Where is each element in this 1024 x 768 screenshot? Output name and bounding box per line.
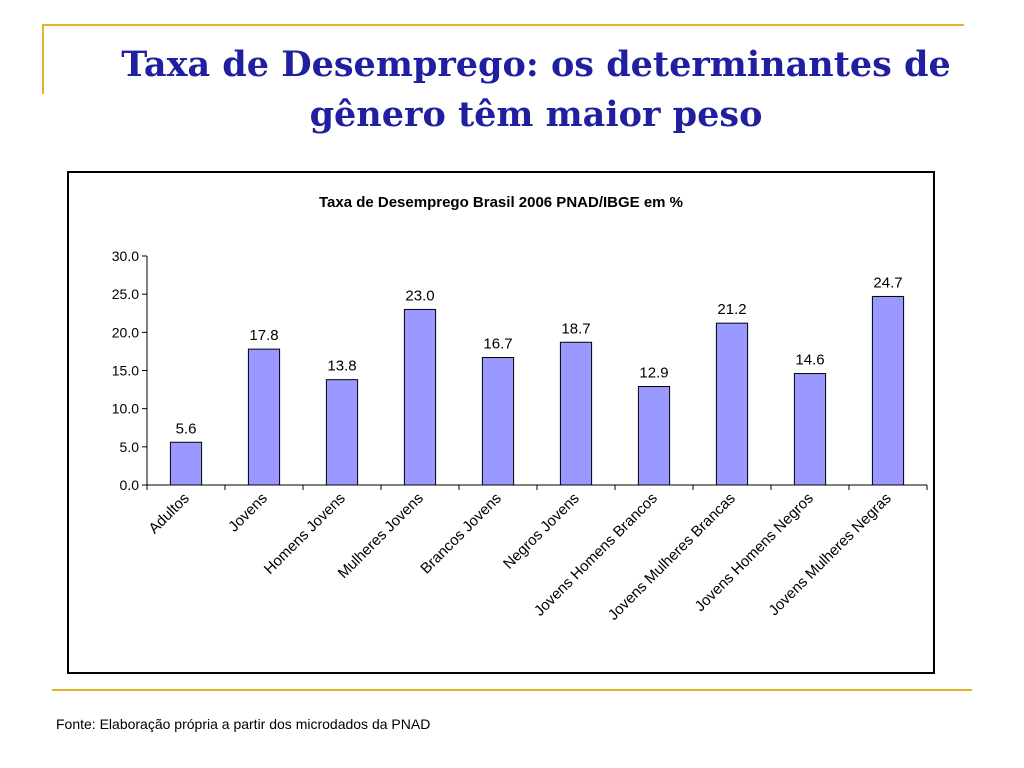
- y-tick-label: 30.0: [112, 248, 139, 264]
- data-label: 5.6: [176, 420, 197, 437]
- title-frame-left-rule: [42, 24, 44, 94]
- y-tick-label: 10.0: [112, 401, 139, 417]
- bar: [481, 357, 515, 486]
- source-note: Fonte: Elaboração própria a partir dos m…: [56, 716, 431, 732]
- data-label: 21.2: [717, 301, 746, 318]
- x-tick-label: Jovens Mulheres Brancas: [605, 490, 739, 624]
- y-tick-label: 15.0: [112, 363, 139, 379]
- slide-title: Taxa de Desemprego: os determinantes de …: [56, 40, 1016, 140]
- slide-title-line-1: Taxa de Desemprego: os determinantes de: [121, 44, 951, 85]
- data-labels-group: 5.6 17.8 13.8 23.0 16.7 18.7 12.9 21.2 14.6 24.7: [176, 274, 903, 437]
- data-label: 17.8: [249, 327, 278, 344]
- data-label: 18.7: [561, 320, 590, 337]
- chart-title: Taxa de Desemprego Brasil 2006 PNAD/IBGE…: [319, 194, 683, 211]
- y-tick-label: 20.0: [112, 324, 139, 340]
- bar: [325, 379, 359, 486]
- x-tick-label: Mulheres Jovens: [335, 490, 427, 582]
- bar: [169, 441, 203, 486]
- title-frame-top-rule: [42, 24, 964, 26]
- x-tick-label: Adultos: [145, 490, 192, 537]
- bar: [637, 386, 671, 486]
- data-label: 12.9: [639, 365, 668, 382]
- bar: [247, 348, 281, 486]
- chart-frame: Taxa de Desemprego Brasil 2006 PNAD/IBGE…: [67, 171, 935, 674]
- x-tick-label: Brancos Jovens: [417, 490, 504, 577]
- bars-group: [169, 295, 905, 486]
- bar: [793, 373, 827, 486]
- data-label: 23.0: [405, 287, 434, 304]
- slide-title-line-2: gênero têm maior peso: [309, 94, 763, 135]
- data-label: 24.7: [873, 274, 902, 291]
- bar: [871, 295, 905, 486]
- y-tick-label: 25.0: [112, 286, 139, 302]
- bar-chart: Taxa de Desemprego Brasil 2006 PNAD/IBGE…: [112, 194, 928, 624]
- bar: [715, 322, 749, 486]
- footer-rule: [52, 689, 972, 691]
- data-label: 14.6: [795, 352, 824, 369]
- data-label: 16.7: [483, 336, 512, 353]
- x-tick-label: Negros Jovens: [500, 490, 583, 573]
- x-axis: [146, 484, 928, 490]
- x-tick-label: Homens Jovens: [261, 490, 349, 578]
- y-tick-label: 5.0: [120, 439, 140, 455]
- bar: [559, 341, 593, 486]
- bar: [403, 308, 437, 486]
- y-axis: 0.0 5.0 10.0 15.0 20.0 25.0 30.0: [112, 248, 148, 493]
- data-label: 13.8: [327, 358, 356, 375]
- x-tick-label: Jovens: [225, 490, 271, 536]
- y-tick-label: 0.0: [120, 477, 140, 493]
